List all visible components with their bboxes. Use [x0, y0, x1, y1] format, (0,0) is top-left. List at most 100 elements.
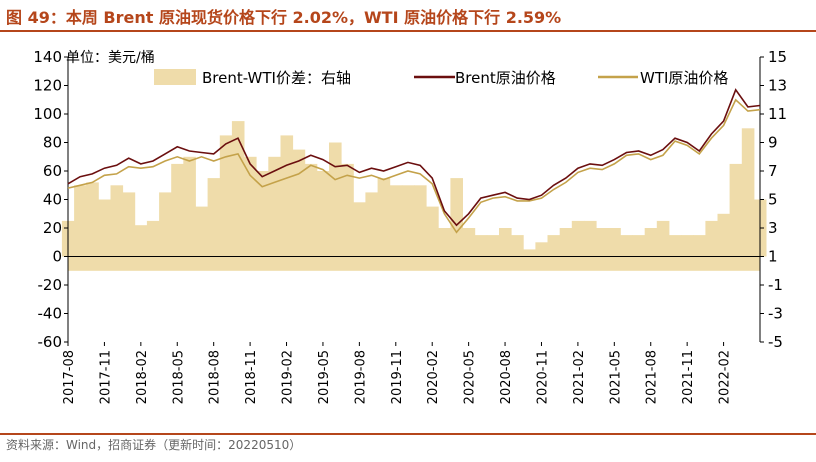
- x-tick-label: 2017-08: [62, 350, 77, 404]
- right-tick-label: 11: [768, 105, 787, 123]
- spread-bar: [146, 220, 160, 257]
- spread-bar: [110, 185, 124, 257]
- spread-bar: [632, 235, 646, 257]
- spread-bar: [389, 185, 403, 257]
- right-tick-label: -3: [768, 305, 783, 323]
- spread-bar: [705, 220, 718, 257]
- spread-bar: [693, 235, 706, 257]
- x-tick-label: 2021-11: [681, 350, 696, 404]
- spread-bar: [596, 228, 609, 257]
- left-tick-label: 80: [43, 134, 62, 152]
- source-note: 资料来源：Wind，招商证券（更新时间：20220510）: [6, 438, 302, 452]
- price-lines-group: [67, 88, 761, 234]
- x-tick-label: 2019-05: [317, 350, 332, 404]
- spread-bar: [584, 220, 597, 257]
- right-tick-label: -5: [768, 333, 783, 351]
- spread-bar: [426, 206, 439, 257]
- spread-bar: [122, 192, 136, 257]
- spread-bar: [656, 220, 670, 257]
- spread-bar: [741, 128, 755, 257]
- spread-bar: [171, 163, 184, 257]
- x-tick-label: 2017-11: [98, 350, 113, 404]
- x-tick-label: 2018-02: [135, 350, 150, 404]
- x-tick-label: 2018-11: [244, 350, 259, 404]
- spread-bar: [474, 235, 488, 257]
- legend-label-spread: Brent-WTI价差：右轴: [202, 69, 351, 87]
- right-tick-label: 13: [768, 77, 787, 95]
- spread-bar: [98, 199, 111, 257]
- legend: Brent-WTI价差：右轴 Brent原油价格 WTI原油价格: [154, 69, 728, 87]
- spread-bar: [547, 235, 561, 257]
- spread-bar: [608, 228, 621, 257]
- x-tick-label: 2019-11: [390, 350, 405, 404]
- spread-bar: [316, 171, 330, 257]
- right-tick-label: 1: [768, 248, 778, 266]
- legend-swatch-spread: [154, 69, 196, 85]
- spread-bar: [134, 225, 148, 257]
- spread-bar: [219, 135, 233, 257]
- spread-bar: [183, 156, 196, 257]
- spread-bar: [280, 135, 294, 257]
- x-tick-label: 2021-02: [572, 350, 587, 404]
- x-tick-label: 2021-05: [608, 350, 623, 404]
- spread-bar: [486, 235, 500, 257]
- left-tick-label: 20: [43, 219, 62, 237]
- spread-bar: [681, 235, 694, 257]
- spread-bar: [256, 171, 269, 257]
- spread-bar: [729, 163, 743, 257]
- legend-label-wti: WTI原油价格: [640, 69, 728, 87]
- spread-bar: [353, 202, 366, 257]
- spread-bar: [292, 149, 306, 257]
- right-tick-label: 5: [768, 191, 778, 209]
- x-tick-label: 2020-08: [499, 350, 514, 404]
- spread-bar: [620, 235, 633, 257]
- x-tick-label: 2018-05: [171, 350, 186, 404]
- wti-price-line: [67, 98, 761, 234]
- spread-bar: [450, 178, 463, 257]
- footer-rule: [0, 433, 816, 435]
- brent-price-line: [67, 88, 761, 227]
- spread-bar: [329, 142, 342, 257]
- right-tick-label: 15: [768, 48, 787, 66]
- right-tick-label: 9: [768, 134, 778, 152]
- spread-bar: [668, 235, 682, 257]
- x-tick-label: 2020-11: [536, 350, 551, 404]
- spread-bar: [304, 163, 318, 257]
- spread-bar: [231, 121, 245, 257]
- spread-bar: [207, 178, 221, 257]
- x-tick-label: 2021-08: [645, 350, 660, 404]
- left-tick-label: 120: [33, 77, 62, 95]
- left-tick-label: 140: [33, 48, 62, 66]
- spread-bar: [523, 249, 536, 257]
- spread-bar: [159, 192, 172, 257]
- spread-bar: [535, 242, 548, 257]
- x-tick-label: 2019-08: [353, 350, 368, 404]
- left-tick-label: 0: [52, 248, 62, 266]
- spread-bar: [341, 163, 354, 257]
- x-tick-label: 2019-02: [281, 350, 296, 404]
- spread-bar: [365, 192, 378, 257]
- tick-label-group: 140 120 100 80 60 40 20 0 -20 -40 -60 15 13 11 9 7 5 3 1 -1…: [33, 48, 787, 404]
- left-tick-label: 60: [43, 162, 62, 180]
- spread-bar: [414, 185, 427, 257]
- legend-label-brent: Brent原油价格: [455, 69, 556, 87]
- spread-bar: [462, 228, 476, 257]
- spread-bar: [571, 220, 585, 257]
- left-tick-label: -60: [38, 333, 63, 351]
- oil-price-chart: 140 120 100 80 60 40 20 0 -20 -40 -60 15 13 11 9 7 5 3 1 -1…: [33, 48, 787, 404]
- spread-bar: [499, 228, 512, 257]
- spread-bar: [401, 185, 415, 257]
- spread-bar: [644, 228, 658, 257]
- unit-label: 单位：美元/桶: [66, 50, 155, 66]
- spread-bar: [559, 228, 573, 257]
- spread-bar: [438, 228, 451, 257]
- x-tick-label: 2022-02: [718, 350, 733, 404]
- left-tick-label: 100: [33, 105, 62, 123]
- spread-bar: [195, 206, 209, 257]
- right-tick-label: 3: [768, 219, 778, 237]
- left-tick-label: -20: [38, 276, 63, 294]
- x-tick-label: 2020-02: [426, 350, 441, 404]
- spread-bar: [74, 185, 87, 257]
- spread-bar: [86, 182, 99, 257]
- axes-group: [64, 56, 764, 346]
